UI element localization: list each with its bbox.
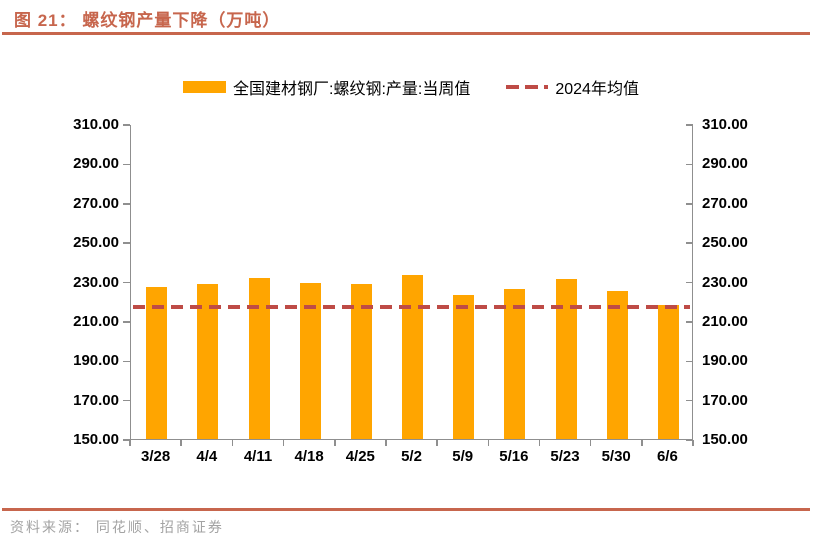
y-axis-label-right: 150.00	[702, 431, 748, 448]
y-tick-right	[686, 439, 693, 441]
bar-4/11	[248, 277, 270, 439]
plot-area	[130, 125, 693, 440]
y-tick-left	[123, 203, 130, 205]
figure-title: 图 21： 螺纹钢产量下降（万吨）	[14, 11, 281, 30]
y-tick-left	[123, 242, 130, 244]
title-rule	[2, 32, 810, 35]
y-tick-right	[686, 203, 693, 205]
x-axis-label: 5/30	[601, 448, 631, 465]
x-axis-label: 5/16	[499, 448, 529, 465]
y-tick-right	[686, 163, 693, 166]
y-tick-left	[123, 281, 130, 284]
x-axis-label: 5/9	[452, 448, 474, 465]
y-tick-left	[123, 163, 130, 166]
x-tick	[589, 440, 592, 446]
y-axis-label-right: 210.00	[702, 312, 748, 330]
y-axis-label-left: 250.00	[73, 234, 119, 252]
x-tick	[334, 440, 336, 446]
x-axis-label: 4/11	[243, 448, 273, 465]
bar-4/4	[197, 284, 219, 439]
bar-4/25	[350, 283, 372, 439]
y-axis-label-left: 150.00	[73, 431, 119, 448]
source-note: 资料来源： 同花顺、招商证券	[10, 519, 224, 535]
bar-5/23	[555, 278, 577, 439]
y-tick-right	[686, 281, 693, 284]
y-axis-label-right: 170.00	[702, 391, 748, 409]
x-axis-label: 6/6	[656, 448, 678, 465]
bar-3/28	[146, 287, 168, 439]
y-tick-right	[686, 242, 693, 244]
bar-5/30	[606, 290, 628, 439]
x-axis-label: 4/4	[196, 448, 218, 465]
y-axis-label-left: 270.00	[73, 194, 119, 212]
y-tick-right	[686, 321, 693, 323]
y-axis-label-right: 290.00	[702, 155, 748, 173]
chart-legend: 全国建材钢厂:螺纹钢:产量:当周值 2024年均值	[128, 76, 694, 98]
bar-4/18	[299, 283, 321, 439]
footer-rule	[2, 508, 810, 511]
x-tick	[641, 440, 643, 446]
bar-5/2	[402, 275, 423, 439]
x-axis-label: 5/23	[550, 448, 580, 465]
legend-item-mean-line: 2024年均值	[506, 75, 639, 99]
y-axis-label-right: 310.00	[702, 116, 748, 133]
x-tick	[487, 440, 489, 446]
bar-6/6	[657, 304, 679, 439]
y-axis-label-left: 230.00	[73, 273, 119, 291]
x-tick	[231, 440, 234, 446]
x-axis-label: 5/2	[401, 448, 422, 465]
x-tick	[538, 440, 541, 446]
x-axis-label: 4/25	[345, 448, 375, 465]
x-tick	[180, 440, 182, 446]
bar-series-swatch-icon	[183, 81, 227, 93]
y-tick-left	[123, 399, 130, 402]
y-axis-label-right: 270.00	[702, 194, 748, 212]
y-tick-right	[686, 124, 693, 126]
y-axis-label-right: 230.00	[702, 273, 748, 291]
bar-5/9	[453, 294, 475, 439]
bar-5/16	[504, 288, 526, 439]
y-tick-left	[123, 360, 130, 362]
y-tick-left	[123, 321, 130, 323]
x-tick	[129, 440, 131, 446]
mean-value-line	[133, 305, 690, 309]
y-tick-left	[123, 439, 130, 441]
x-tick	[385, 440, 387, 446]
legend-item-bar-series: 全国建材钢厂:螺纹钢:产量:当周值	[183, 75, 470, 99]
x-tick	[692, 440, 694, 446]
y-axis-label-left: 190.00	[73, 352, 119, 370]
dashed-line-swatch-icon	[506, 85, 549, 89]
y-axis-label-left: 170.00	[73, 391, 119, 409]
y-tick-right	[686, 399, 693, 402]
x-axis-label: 4/18	[294, 448, 324, 465]
y-tick-right	[686, 360, 693, 362]
y-tick-left	[123, 124, 130, 126]
x-tick	[436, 440, 438, 446]
y-axis-label-left: 310.00	[73, 116, 119, 133]
mean-line-label: 2024年均值	[555, 81, 639, 98]
y-axis-label-left: 290.00	[73, 155, 119, 173]
y-axis-label-right: 250.00	[702, 234, 748, 252]
bar-series-label: 全国建材钢厂:螺纹钢:产量:当周值	[233, 81, 471, 98]
x-tick	[282, 440, 285, 446]
y-axis-label-left: 210.00	[73, 312, 119, 330]
y-axis-label-right: 190.00	[702, 352, 748, 370]
x-axis-label: 3/28	[140, 448, 171, 465]
